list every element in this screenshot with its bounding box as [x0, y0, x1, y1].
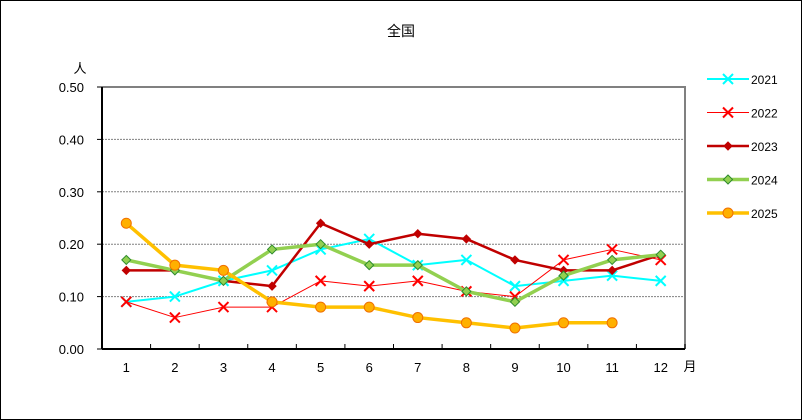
x-tick-label: 1: [123, 360, 130, 375]
series-2025: [120, 217, 618, 334]
x-tick-label: 3: [220, 360, 227, 375]
data-point-marker: [412, 312, 424, 324]
data-point-marker: [121, 265, 131, 276]
data-point-marker: [266, 296, 278, 308]
series-line: [125, 242, 661, 304]
legend-marker: [723, 141, 733, 151]
legend-marker: [722, 106, 734, 119]
y-tick-label: 0.00: [59, 342, 84, 357]
x-tick-label: 9: [511, 360, 518, 375]
plot-border: [102, 86, 686, 349]
data-point-marker: [217, 301, 230, 313]
data-point-marker: [315, 238, 326, 250]
legend-marker: [722, 174, 734, 185]
legend-item-2025: 2025: [707, 207, 778, 221]
data-point-marker: [460, 254, 473, 266]
data-point-marker: [461, 234, 472, 244]
series-group: [120, 217, 667, 334]
legend-item-2022: 2022: [707, 107, 778, 121]
legend: 2021 2022 2023 2024 2025: [707, 73, 778, 221]
data-point-marker: [461, 286, 472, 297]
data-point-marker: [510, 255, 520, 265]
data-point-marker: [267, 281, 277, 291]
y-tick-label: 0.50: [59, 80, 84, 95]
legend-label: 2024: [751, 174, 778, 188]
data-point-marker: [169, 290, 181, 303]
x-tick-label: 8: [463, 360, 470, 375]
legend-item-2023: 2023: [707, 140, 778, 154]
data-point-marker: [558, 270, 569, 281]
data-point-marker: [606, 269, 618, 282]
y-tick-label: 0.40: [59, 132, 84, 147]
data-point-marker: [557, 254, 570, 266]
legend-marker: [722, 207, 734, 219]
x-tick-label: 5: [317, 360, 324, 375]
legend-label: 2025: [751, 207, 778, 221]
data-point-marker: [606, 243, 618, 256]
data-point-marker: [266, 244, 278, 255]
data-point-marker: [655, 275, 667, 287]
data-point-marker: [120, 296, 132, 308]
x-tick-label: 2: [171, 360, 178, 375]
data-point-marker: [607, 265, 617, 276]
series-2024: [121, 238, 666, 308]
legend-label: 2021: [751, 73, 778, 87]
data-point-marker: [363, 280, 375, 292]
series-line: [126, 237, 661, 303]
data-point-marker: [314, 275, 327, 287]
data-point-marker: [169, 259, 181, 271]
data-point-marker: [412, 275, 424, 287]
data-point-marker: [364, 239, 374, 249]
x-tick-label: 4: [268, 360, 275, 375]
data-point-marker: [266, 264, 278, 277]
x-tick-label: 6: [366, 360, 373, 375]
legend-marker: [722, 73, 734, 85]
data-point-marker: [315, 301, 327, 313]
chart-title: 全国: [387, 23, 415, 39]
series-line: [126, 248, 661, 319]
x-tick-label: 10: [556, 360, 570, 375]
y-tick-label: 0.30: [59, 185, 84, 200]
gridlines: [102, 138, 685, 298]
y-axis-unit-label: 人: [73, 61, 86, 76]
data-point-marker: [460, 317, 472, 329]
data-point-marker: [606, 317, 618, 329]
data-point-marker: [363, 301, 375, 313]
data-point-marker: [509, 280, 521, 292]
data-point-marker: [218, 275, 229, 287]
legend-item-2021: 2021: [707, 73, 778, 87]
axes: 0.000.100.200.300.400.501 2 3 4 5 6 7 8 9 10 11 12: [59, 80, 686, 375]
data-point-marker: [413, 229, 423, 239]
data-point-marker: [412, 259, 423, 271]
data-point-marker: [509, 296, 521, 308]
legend-label: 2022: [751, 107, 778, 121]
data-point-marker: [509, 322, 521, 334]
x-tick-label: 11: [605, 360, 619, 375]
data-point-marker: [120, 217, 132, 229]
data-point-marker: [606, 254, 618, 266]
data-point-marker: [364, 259, 375, 271]
x-axis-unit-label: 月: [683, 359, 696, 374]
x-tick-label: 12: [653, 360, 667, 375]
legend-item-2024: 2024: [707, 174, 778, 188]
y-tick-label: 0.20: [59, 237, 84, 252]
data-point-marker: [121, 254, 132, 266]
data-point-marker: [315, 218, 326, 228]
legend-label: 2023: [751, 140, 778, 154]
data-point-marker: [169, 311, 181, 324]
data-point-marker: [558, 317, 570, 329]
data-point-marker: [217, 264, 229, 276]
y-tick-label: 0.10: [59, 290, 84, 305]
data-point-marker: [655, 249, 666, 260]
x-tick-label: 7: [414, 360, 421, 375]
